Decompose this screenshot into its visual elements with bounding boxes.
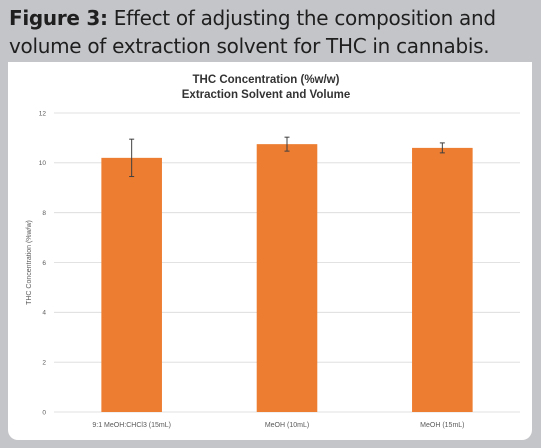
y-tick-label: 12 — [39, 110, 47, 117]
figure-label: Figure 3: — [9, 6, 108, 30]
y-axis-label: THC Concentration (%w/w) — [26, 220, 33, 305]
figure-header: Figure 3: Effect of adjusting the compos… — [0, 0, 541, 64]
y-tick-label: 4 — [42, 310, 46, 317]
x-axis-ticks: 9:1 MeOH:CHCl3 (15mL) MeOH (10mL) MeOH (15… — [92, 422, 464, 429]
chart-title-line: Extraction Solvent and Volume — [182, 89, 351, 101]
x-tick-label: MeOH (10mL) — [265, 422, 309, 429]
figure-caption: Figure 3: Effect of adjusting the compos… — [9, 4, 537, 60]
y-tick-label: 6 — [42, 260, 46, 267]
bar-chart: THC Concentration (%w/w) Extraction Solve… — [26, 74, 520, 429]
error-bar — [284, 136, 290, 152]
chart-panel: THC Concentration (%w/w) Extraction Solve… — [8, 62, 532, 440]
y-tick-label: 8 — [42, 210, 46, 217]
bar — [412, 147, 473, 412]
error-bars — [129, 136, 445, 178]
error-bar — [129, 138, 135, 178]
y-tick-label: 10 — [39, 160, 47, 167]
x-tick-label: 9:1 MeOH:CHCl3 (15mL) — [92, 422, 171, 429]
figure-caption-text: Effect of adjusting the composition and … — [9, 6, 496, 58]
error-bar — [439, 142, 445, 154]
y-axis-ticks: 0 2 4 6 8 10 12 — [39, 110, 47, 416]
chart-title: THC Concentration (%w/w) Extraction Solve… — [182, 74, 351, 101]
y-tick-label: 0 — [42, 409, 46, 416]
x-tick-label: MeOH (15mL) — [420, 422, 464, 429]
bar — [256, 144, 318, 412]
bars — [101, 144, 473, 412]
bar — [101, 157, 162, 412]
chart-title-line: THC Concentration (%w/w) — [193, 74, 340, 86]
y-tick-label: 2 — [42, 359, 46, 366]
